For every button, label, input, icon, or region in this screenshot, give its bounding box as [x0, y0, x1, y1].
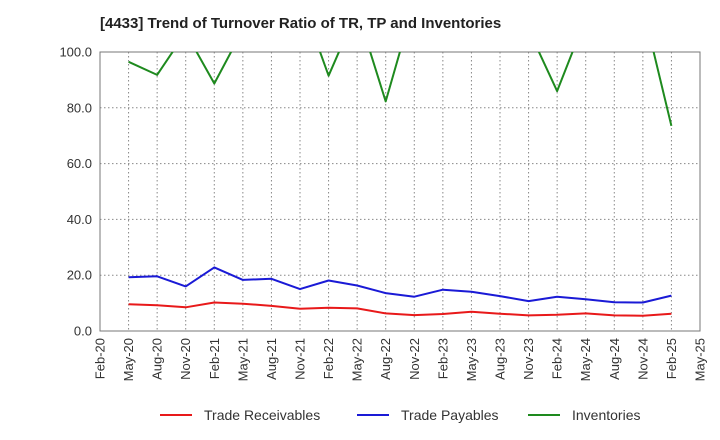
x-tick-label: Aug-23 [493, 338, 508, 380]
x-tick-label: Aug-22 [378, 338, 393, 380]
y-tick-label: 40.0 [67, 212, 92, 227]
x-tick-label: Nov-20 [178, 338, 193, 380]
x-tick-label: Nov-21 [293, 338, 308, 380]
x-tick-label: Feb-20 [93, 338, 108, 379]
trade-payables-line [128, 266, 672, 304]
inventories-legend-label: Inventories [572, 407, 640, 423]
x-tick-label: Feb-25 [664, 338, 679, 379]
x-tick-label: May-21 [235, 338, 250, 381]
y-tick-label: 0.0 [74, 324, 92, 339]
x-tick-label: May-20 [121, 338, 136, 381]
chart-title: [4433] Trend of Turnover Ratio of TR, TP… [100, 15, 502, 32]
x-tick-label: Aug-21 [264, 338, 279, 380]
x-tick-label: May-23 [464, 338, 479, 381]
x-tick-label: Nov-22 [407, 338, 422, 380]
x-tick-label: Feb-22 [321, 338, 336, 379]
inventories-line [128, 52, 673, 127]
x-tick-label: Nov-24 [635, 338, 650, 380]
trade-payables-legend-label: Trade Payables [401, 407, 499, 423]
x-tick-label: May-25 [693, 338, 708, 381]
y-tick-label: 80.0 [67, 100, 92, 115]
y-tick-label: 60.0 [67, 156, 92, 171]
x-tick-label: May-24 [578, 338, 593, 381]
x-tick-label: Aug-24 [607, 338, 622, 380]
x-tick-label: Feb-24 [550, 338, 565, 379]
trade-receivables-legend-label: Trade Receivables [204, 407, 320, 423]
y-tick-label: 20.0 [67, 268, 92, 283]
x-tick-label: Nov-23 [521, 338, 536, 380]
trade-receivables-line [128, 301, 672, 317]
x-tick-label: Aug-20 [150, 338, 165, 380]
x-tick-label: May-22 [350, 338, 365, 381]
plot-frame [99, 51, 701, 332]
x-tick-label: Feb-23 [435, 338, 450, 379]
y-tick-label: 100.0 [59, 45, 92, 60]
x-tick-label: Feb-21 [207, 338, 222, 379]
